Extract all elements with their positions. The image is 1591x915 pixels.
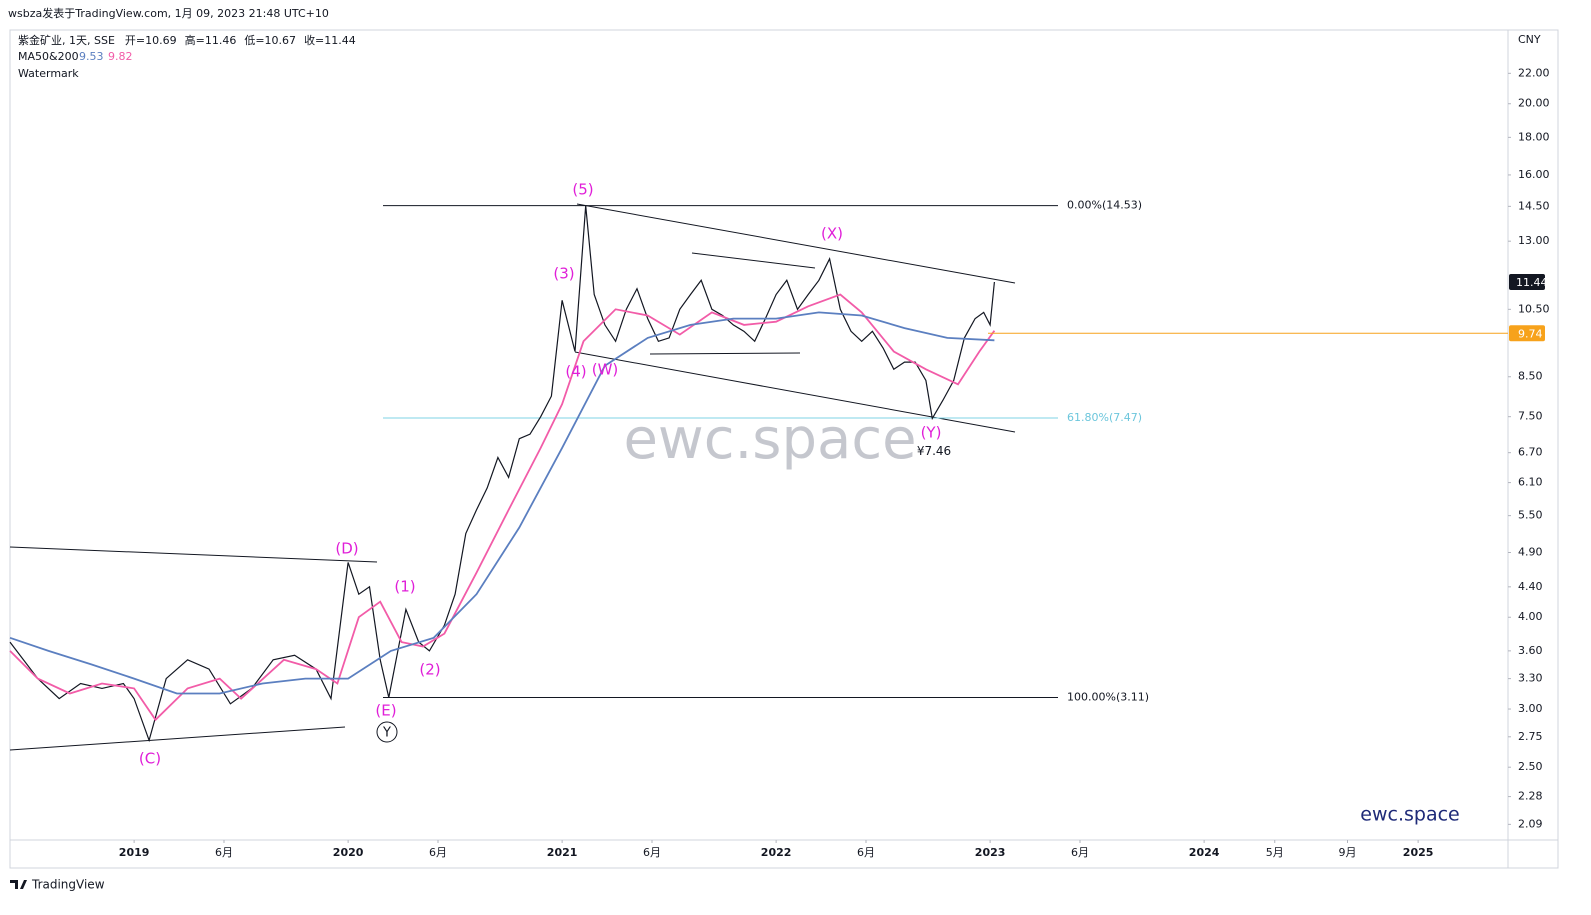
alert-badge	[1509, 325, 1545, 342]
circled-label: Y	[382, 726, 391, 741]
frame	[9, 29, 1559, 869]
x-tick-label: 2025	[1403, 846, 1434, 859]
ohlc: 高=11.46	[185, 33, 237, 47]
wave-label: (2)	[419, 661, 440, 679]
trendlines	[9, 203, 1016, 751]
wave-label: (4)	[565, 363, 586, 381]
byline: wsbza发表于TradingView.com, 1月 09, 2023 21:…	[8, 6, 329, 20]
last-price-badge	[1509, 273, 1545, 290]
x-tick-label: 6月	[429, 846, 447, 859]
y-tick-label: 8.50	[1518, 370, 1543, 383]
ma-value: 9.53	[79, 50, 104, 63]
watermark-legend: Watermark	[18, 67, 79, 80]
series-line	[9, 293, 996, 722]
wave-label: (D)	[335, 540, 358, 558]
x-tick-label: 2019	[119, 846, 150, 859]
wave-label: (C)	[139, 750, 161, 768]
ohlc: 收=11.44	[304, 33, 356, 47]
x-tick-label: 2024	[1189, 846, 1220, 859]
y-tick-label: 2.50	[1518, 760, 1543, 773]
wave-label: (X)	[821, 225, 843, 243]
ma-legend: MA50&200	[18, 50, 79, 63]
x-tick-label: 2022	[761, 846, 792, 859]
series-line	[9, 311, 995, 695]
wave-label: (1)	[394, 578, 415, 596]
y-tick-label: 4.00	[1518, 610, 1543, 623]
brand: TradingView	[31, 878, 105, 892]
fib-label: 0.00%(14.53)	[1067, 199, 1142, 212]
alert-label: 9.74	[1518, 327, 1543, 340]
y-tick-label: 2.09	[1518, 817, 1543, 830]
y-tick-label: 10.50	[1518, 302, 1550, 315]
ohlc: 开=10.69	[125, 34, 177, 47]
y-tick-label: 2.75	[1518, 730, 1543, 743]
x-tick-label: 2023	[975, 846, 1006, 859]
y-tick-label: 3.00	[1518, 702, 1543, 715]
wave-label: (5)	[572, 181, 593, 199]
wave-label: (3)	[553, 265, 574, 283]
y-tick-label: 20.00	[1518, 97, 1550, 110]
y-tick-label: 3.30	[1518, 672, 1543, 685]
x-tick-label: 6月	[643, 846, 661, 859]
y-tick-label: 13.00	[1518, 234, 1550, 247]
brand-mark: ewc.space	[1360, 804, 1459, 826]
last-price-label: 11.44	[1516, 276, 1548, 289]
y-tick-label: 22.00	[1518, 66, 1550, 79]
wave-label: (E)	[375, 702, 396, 720]
currency: CNY	[1518, 33, 1541, 46]
y-tick-label: 7.50	[1518, 410, 1543, 423]
x-tick-label: 2020	[333, 846, 364, 859]
y-tick-label: 6.70	[1518, 446, 1543, 459]
x-tick-label: 6月	[857, 846, 875, 859]
x-tick-label: 2021	[547, 846, 578, 859]
low-label: ¥7.46	[917, 444, 951, 458]
y-tick-label: 18.00	[1518, 130, 1550, 143]
wave-label: (Y)	[921, 424, 942, 442]
watermark: ewc.space	[623, 407, 916, 472]
y-tick-label: 2.28	[1518, 790, 1543, 803]
fib-label: 100.00%(3.11)	[1067, 691, 1149, 704]
y-tick-label: 6.10	[1518, 476, 1543, 489]
series-line	[9, 205, 995, 743]
ma-value: 9.82	[108, 50, 133, 63]
logo	[10, 880, 27, 889]
y-tick-label: 4.90	[1518, 545, 1543, 558]
ohlc: 低=10.67	[244, 34, 296, 47]
symbol: 紫金矿业, 1天, SSE	[18, 33, 115, 47]
y-tick-label: 14.50	[1518, 199, 1550, 212]
x-tick-label: 6月	[215, 846, 233, 859]
y-tick-label: 3.60	[1518, 644, 1543, 657]
fib-label: 61.80%(7.47)	[1067, 411, 1142, 424]
x-tick-label: 5月	[1266, 846, 1284, 859]
y-tick-label: 4.40	[1518, 580, 1543, 593]
y-tick-label: 5.50	[1518, 509, 1543, 522]
y-tick-label: 16.00	[1518, 168, 1550, 181]
wave-label: (W)	[592, 361, 619, 379]
circled-marker	[376, 721, 398, 743]
x-tick-label: 9月	[1339, 846, 1357, 859]
x-tick-label: 6月	[1071, 846, 1089, 859]
